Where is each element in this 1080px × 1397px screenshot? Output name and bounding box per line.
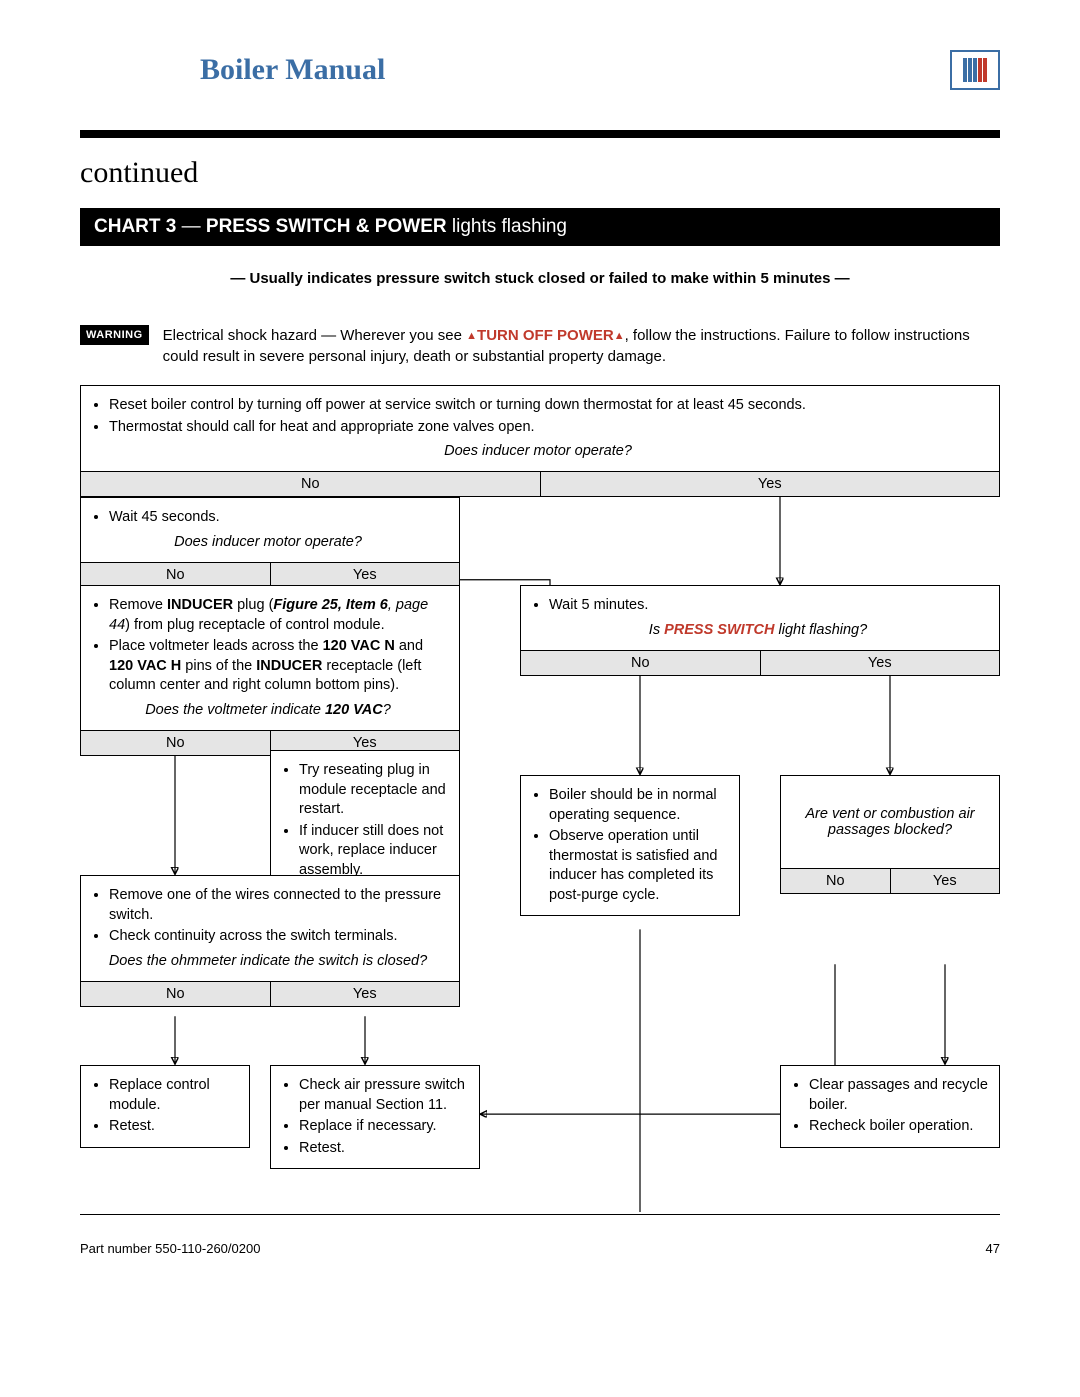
divider-rule — [80, 130, 1000, 138]
manual-title: Boiler Manual — [200, 53, 385, 87]
box-ohm: Remove one of the wires connected to the… — [80, 875, 460, 1007]
box-top: Reset boiler control by turning off powe… — [80, 385, 1000, 497]
box-replace-control: Replace control module. Retest. — [80, 1065, 250, 1148]
continued-heading: continued — [80, 156, 1000, 190]
page-number: 47 — [986, 1241, 1000, 1256]
box-normal: Boiler should be in normal operating seq… — [520, 775, 740, 916]
chart-banner: CHART 3 — PRESS SWITCH & POWER lights fl… — [80, 208, 1000, 246]
box-check-air: Check air pressure switch per manual Sec… — [270, 1065, 480, 1169]
chart-label: CHART 3 — [94, 216, 176, 237]
page-header: Boiler Manual — [80, 50, 1000, 90]
box-wait45: Wait 45 seconds. Does inducer motor oper… — [80, 497, 460, 588]
part-number: Part number 550-110-260/0200 — [80, 1241, 260, 1256]
box-clear: Clear passages and recycle boiler. Reche… — [780, 1065, 1000, 1148]
box-vent: Are vent or combustion air passages bloc… — [780, 775, 1000, 894]
noyes-top: No Yes — [81, 471, 999, 496]
box-wait5: Wait 5 minutes. Is PRESS SWITCH light fl… — [520, 585, 1000, 676]
box-inducer: Remove INDUCER plug (Figure 25, Item 6, … — [80, 585, 460, 756]
brand-logo — [950, 50, 1000, 90]
warning-row: WARNING Electrical shock hazard — Wherev… — [80, 325, 1000, 367]
warning-badge: WARNING — [80, 325, 149, 345]
flowchart: Reset boiler control by turning off powe… — [80, 385, 1000, 1215]
chart-subhead: — Usually indicates pressure switch stuc… — [80, 270, 1000, 287]
page-footer: Part number 550-110-260/0200 47 — [80, 1241, 1000, 1256]
warning-text: Electrical shock hazard — Wherever you s… — [163, 325, 1000, 367]
